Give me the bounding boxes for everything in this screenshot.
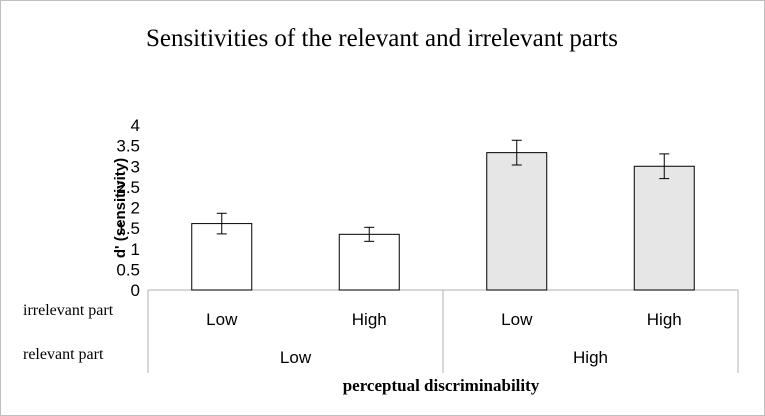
bars [191,152,695,291]
irrelevant-level-label: Low [501,310,533,329]
y-tick-label: 0.5 [116,260,140,279]
irrelevant-level-label: High [352,310,387,329]
y-axis-ticks: 0 0.51 1.52 2.5 33.5 4 [116,116,140,300]
relevant-group-labels: Low High [280,348,608,367]
y-tick-label: 1.5 [116,219,140,238]
y-tick-label: 2 [131,199,140,218]
y-tick-label: 0 [131,281,140,300]
y-tick-label: 3.5 [116,137,140,156]
y-tick-label: 3 [131,157,140,176]
y-tick-label: 4 [131,116,140,135]
relevant-group-label: Low [280,348,312,367]
x-axis-label: perceptual discriminability [343,376,540,395]
bar [633,165,695,291]
row-label-irrelevant-part: irrelevant part [23,302,114,319]
row-label-relevant-part: relevant part [23,346,104,363]
error-bar [364,226,375,242]
y-tick-label: 1 [131,240,140,259]
bar [338,233,400,291]
bar [486,152,548,291]
chart-title: Sensitivities of the relevant and irrele… [146,25,618,52]
bar [191,223,253,291]
error-bar [511,139,522,166]
error-bars [216,139,670,242]
error-bar [659,153,670,180]
relevant-group-label: High [573,348,608,367]
error-bar [216,212,227,235]
y-tick-label: 2.5 [116,178,140,197]
table-lines [147,289,739,373]
irrelevant-level-label: High [647,310,682,329]
irrelevant-level-label: Low [206,310,238,329]
irrelevant-level-labels: Low High Low High [206,310,682,329]
y-axis-label: d' (sensitivity) [112,158,129,258]
